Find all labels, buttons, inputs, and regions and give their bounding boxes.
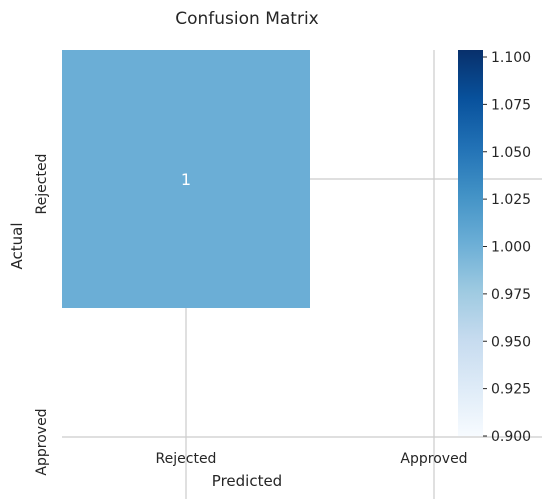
colorbar-ticks: 0.900 0.925 0.950 0.975 1.000 1.025 1.050 1.075… bbox=[483, 50, 531, 445]
chart-title: Confusion Matrix bbox=[175, 9, 319, 29]
colorbar-tick-label: 1.050 bbox=[491, 145, 531, 161]
x-tick-label: Rejected bbox=[156, 451, 217, 467]
colorbar-tick-label: 1.025 bbox=[491, 192, 531, 208]
cell-value-label: 1 bbox=[181, 170, 191, 189]
heatmap-cells: 1 bbox=[62, 50, 310, 308]
x-axis-label: Predicted bbox=[212, 472, 282, 490]
heatmap-cell bbox=[62, 50, 310, 308]
colorbar-tick-label: 0.925 bbox=[491, 382, 531, 398]
colorbar-tick-label: 0.950 bbox=[491, 334, 531, 350]
colorbar-tick-label: 1.000 bbox=[491, 240, 531, 256]
colorbar-tick-label: 0.975 bbox=[491, 287, 531, 303]
colorbar-tick-label: 1.075 bbox=[491, 97, 531, 113]
colorbar-tick-label: 1.100 bbox=[491, 50, 531, 66]
y-axis-label: Actual bbox=[8, 223, 26, 270]
colorbar bbox=[458, 50, 483, 436]
y-tick-labels: Rejected Approved bbox=[34, 154, 50, 476]
x-tick-label: Approved bbox=[400, 451, 467, 467]
y-tick-label: Rejected bbox=[34, 154, 50, 215]
y-tick-label: Approved bbox=[34, 408, 50, 475]
colorbar-tick-label: 0.900 bbox=[491, 429, 531, 445]
x-tick-labels: Rejected Approved bbox=[156, 451, 468, 467]
